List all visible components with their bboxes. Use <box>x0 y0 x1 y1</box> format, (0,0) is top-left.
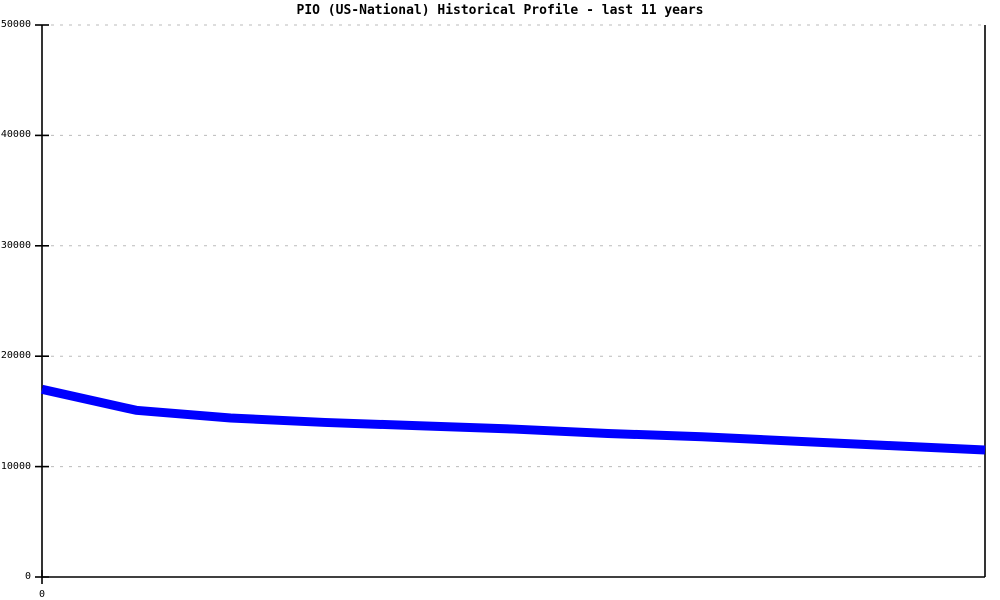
gridlines-group <box>42 24 985 578</box>
y-tick-label: 0 <box>24 571 31 582</box>
y-tick-label: 20000 <box>0 350 31 362</box>
y-tick-marks-group <box>35 24 49 578</box>
y-tick-label: 40000 <box>0 129 31 141</box>
axes-group <box>41 25 986 578</box>
chart-title: PIO (US-National) Historical Profile - l… <box>296 3 704 18</box>
y-tick-label: 50000 <box>0 19 31 30</box>
data-line-series-0 <box>41 384 986 455</box>
y-tick-label: 30000 <box>0 239 31 251</box>
y-tick-label: 10000 <box>0 460 31 472</box>
x-tick-label: 0 <box>38 589 46 600</box>
data-series-group <box>41 384 986 455</box>
